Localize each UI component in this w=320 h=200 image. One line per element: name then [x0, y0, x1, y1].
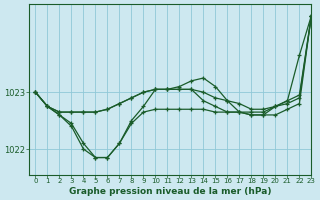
X-axis label: Graphe pression niveau de la mer (hPa): Graphe pression niveau de la mer (hPa) [69, 187, 272, 196]
